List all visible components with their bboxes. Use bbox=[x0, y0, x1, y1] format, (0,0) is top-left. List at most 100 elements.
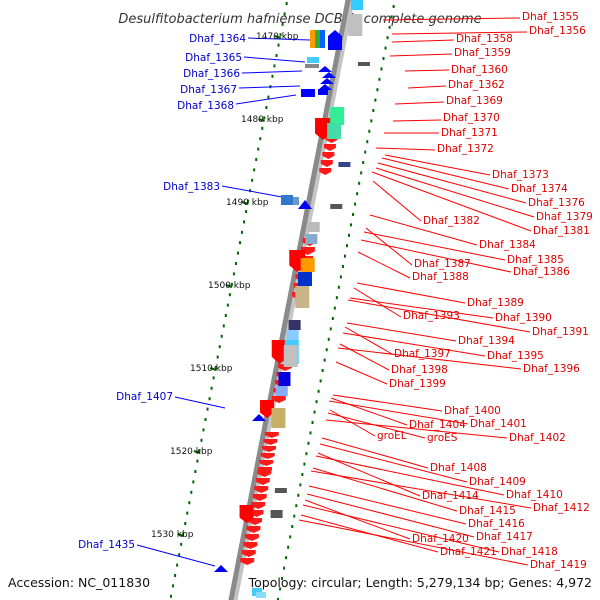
gene-label[interactable]: Dhaf_1359 bbox=[454, 47, 511, 59]
gene-label[interactable]: Dhaf_1421 bbox=[440, 546, 497, 558]
gene-label[interactable]: Dhaf_1415 bbox=[459, 505, 516, 517]
gene-label[interactable]: Dhaf_1387 bbox=[414, 258, 471, 270]
gene-label[interactable]: Dhaf_1402 bbox=[509, 432, 566, 444]
gene-arrow bbox=[315, 118, 332, 140]
gene-label[interactable]: Dhaf_1370 bbox=[443, 112, 500, 124]
leader-line bbox=[404, 69, 450, 72]
minor-tick bbox=[170, 594, 173, 598]
gene-label[interactable]: Dhaf_1410 bbox=[506, 489, 563, 501]
gene-label[interactable]: Dhaf_1404 bbox=[409, 419, 466, 431]
leader-line bbox=[356, 282, 466, 304]
minor-tick bbox=[352, 213, 355, 216]
leader-line bbox=[347, 299, 531, 333]
leader-line bbox=[321, 437, 429, 469]
leader-line bbox=[349, 297, 494, 319]
gene-label[interactable]: Dhaf_1395 bbox=[487, 350, 544, 362]
gene-block bbox=[327, 123, 342, 139]
gene-label[interactable]: Dhaf_1416 bbox=[468, 518, 525, 530]
gene-label[interactable]: Dhaf_1388 bbox=[412, 271, 469, 283]
major-tick bbox=[225, 284, 233, 288]
gene-label[interactable]: Dhaf_1374 bbox=[511, 183, 568, 195]
gene-label[interactable]: Dhaf_1417 bbox=[476, 531, 533, 543]
gene-label[interactable]: Dhaf_1384 bbox=[479, 239, 536, 251]
minor-tick bbox=[311, 421, 314, 424]
gene-label[interactable]: Dhaf_1367 bbox=[180, 84, 237, 96]
minor-tick bbox=[325, 348, 328, 352]
gene-label[interactable]: Dhaf_1372 bbox=[437, 143, 494, 155]
minor-tick bbox=[380, 67, 383, 71]
gene-label[interactable]: Dhaf_1373 bbox=[492, 169, 549, 181]
gene-label[interactable]: Dhaf_1396 bbox=[523, 363, 580, 375]
gene-label[interactable]: Dhaf_1412 bbox=[533, 502, 590, 514]
gene-label[interactable]: Dhaf_1418 bbox=[501, 546, 558, 558]
minor-tick bbox=[275, 54, 278, 57]
gene-label[interactable]: Dhaf_1382 bbox=[423, 215, 480, 227]
minor-tick bbox=[297, 493, 300, 497]
gene-label[interactable]: Dhaf_1401 bbox=[470, 418, 527, 430]
leader-line bbox=[394, 101, 445, 105]
gene-label[interactable]: Dhaf_1393 bbox=[403, 310, 460, 322]
gene-block bbox=[305, 234, 318, 244]
gene-label[interactable]: Dhaf_1420 bbox=[412, 533, 469, 545]
minor-tick bbox=[390, 15, 393, 19]
minor-tick bbox=[251, 178, 254, 182]
gene-label[interactable]: Dhaf_1394 bbox=[458, 335, 515, 347]
gene-arrow bbox=[319, 168, 332, 175]
minor-tick bbox=[228, 293, 231, 297]
gene-block bbox=[286, 330, 299, 342]
gene-label[interactable]: Dhaf_1419 bbox=[530, 559, 587, 571]
gene-label[interactable]: groEL bbox=[377, 430, 407, 442]
minor-tick bbox=[392, 5, 395, 8]
gene-label[interactable]: Dhaf_1397 bbox=[394, 348, 451, 360]
gene-label[interactable]: Dhaf_1355 bbox=[522, 11, 579, 23]
gene-label[interactable]: Dhaf_1408 bbox=[430, 462, 487, 474]
gene-label[interactable]: Dhaf_1435 bbox=[78, 539, 135, 551]
gene-label[interactable]: Dhaf_1386 bbox=[513, 266, 570, 278]
gene-label[interactable]: Dhaf_1366 bbox=[183, 68, 240, 80]
gene-label[interactable]: Dhaf_1362 bbox=[448, 79, 505, 91]
gene-label[interactable]: Dhaf_1409 bbox=[469, 476, 526, 488]
gene-block bbox=[270, 510, 283, 518]
minor-tick bbox=[196, 459, 199, 463]
gene-label[interactable]: Dhaf_1398 bbox=[391, 364, 448, 376]
minor-tick bbox=[236, 251, 239, 255]
leader-line bbox=[174, 396, 226, 409]
minor-tick bbox=[214, 366, 217, 369]
gene-label[interactable]: groES bbox=[427, 432, 458, 444]
minor-tick bbox=[339, 275, 342, 279]
leader-line bbox=[392, 119, 442, 122]
gene-label[interactable]: Dhaf_1369 bbox=[446, 95, 503, 107]
gene-label[interactable]: Dhaf_1400 bbox=[444, 405, 501, 417]
gene-label[interactable]: Dhaf_1379 bbox=[536, 211, 593, 223]
minor-tick bbox=[354, 202, 357, 206]
gene-label[interactable]: Dhaf_1368 bbox=[177, 100, 234, 112]
gene-label[interactable]: Dhaf_1360 bbox=[451, 64, 508, 76]
gene-label[interactable]: Dhaf_1389 bbox=[467, 297, 524, 309]
gene-arrow bbox=[318, 66, 332, 72]
major-tick bbox=[274, 35, 282, 39]
major-tick bbox=[209, 367, 217, 371]
leader-line bbox=[382, 17, 521, 21]
gene-label[interactable]: Dhaf_1399 bbox=[389, 378, 446, 390]
gene-label[interactable]: Dhaf_1407 bbox=[116, 391, 173, 403]
gene-label[interactable]: Dhaf_1364 bbox=[189, 33, 246, 45]
gene-label[interactable]: Dhaf_1383 bbox=[163, 181, 220, 193]
gene-label[interactable]: Dhaf_1356 bbox=[529, 25, 586, 37]
gene-label[interactable]: Dhaf_1414 bbox=[422, 490, 479, 502]
gene-label[interactable]: Dhaf_1365 bbox=[185, 52, 242, 64]
minor-tick bbox=[289, 535, 292, 539]
gene-label[interactable]: Dhaf_1385 bbox=[507, 254, 564, 266]
minor-tick bbox=[331, 317, 334, 320]
gene-label[interactable]: Dhaf_1376 bbox=[528, 197, 585, 209]
gene-arrow bbox=[257, 470, 272, 477]
gene-label[interactable]: Dhaf_1391 bbox=[532, 326, 589, 338]
gene-label[interactable]: Dhaf_1358 bbox=[456, 33, 513, 45]
gene-label[interactable]: Dhaf_1390 bbox=[495, 312, 552, 324]
gene-arrow bbox=[271, 340, 288, 364]
gene-label[interactable]: Dhaf_1381 bbox=[533, 225, 590, 237]
gene-block bbox=[281, 195, 293, 205]
gene-block bbox=[318, 89, 328, 95]
gene-label[interactable]: Dhaf_1371 bbox=[441, 127, 498, 139]
gene-arrow bbox=[243, 542, 258, 549]
